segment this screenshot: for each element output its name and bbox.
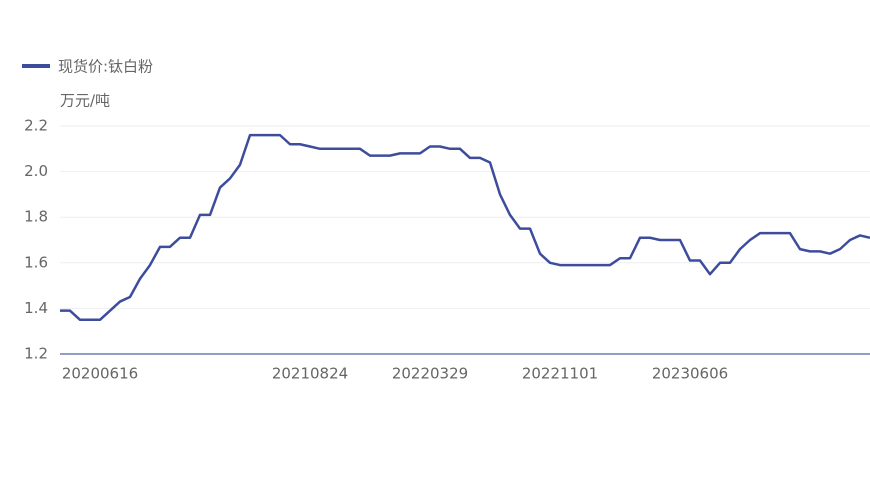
- x-tick-label: 20210824: [272, 365, 348, 383]
- y-tick-label: 2.2: [24, 117, 48, 135]
- y-axis-label: 万元/吨: [60, 92, 110, 110]
- data-line: [60, 133, 870, 322]
- y-tick-label: 1.2: [24, 345, 48, 363]
- legend-label: 现货价:钛白粉: [58, 58, 153, 76]
- x-tick-label: 20230606: [652, 365, 728, 383]
- y-tick-label: 2.0: [24, 162, 48, 180]
- x-tick-label: 20220329: [392, 365, 468, 383]
- x-tick-label: 20221101: [522, 365, 598, 383]
- y-tick-label: 1.4: [24, 299, 48, 317]
- x-tick-label: 20200616: [62, 365, 138, 383]
- y-tick-label: 1.6: [24, 253, 48, 271]
- y-tick-label: 1.8: [24, 208, 48, 226]
